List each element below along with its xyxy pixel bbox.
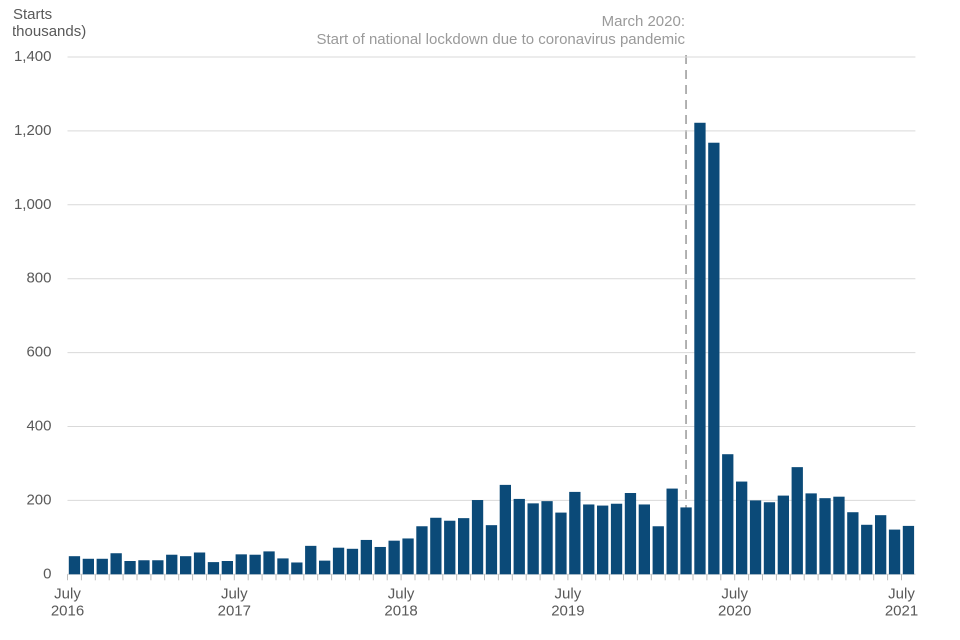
svg-text:July: July [555, 585, 582, 602]
svg-text:1,000: 1,000 [14, 196, 52, 213]
svg-text:2017: 2017 [218, 602, 251, 619]
svg-text:July: July [388, 585, 415, 602]
svg-text:600: 600 [26, 344, 51, 361]
svg-text:0: 0 [43, 565, 51, 582]
svg-text:1,200: 1,200 [14, 122, 52, 139]
svg-text:2016: 2016 [51, 602, 84, 619]
svg-text:2018: 2018 [384, 602, 417, 619]
svg-text:July: July [721, 585, 748, 602]
svg-text:July: July [221, 585, 248, 602]
svg-text:2020: 2020 [718, 602, 751, 619]
svg-text:July: July [888, 585, 915, 602]
svg-text:800: 800 [26, 270, 51, 287]
svg-text:1,400: 1,400 [14, 48, 52, 65]
svg-text:July: July [54, 585, 81, 602]
svg-text:400: 400 [26, 418, 51, 435]
svg-text:200: 200 [26, 491, 51, 508]
svg-text:2021: 2021 [885, 602, 918, 619]
svg-text:2019: 2019 [551, 602, 584, 619]
